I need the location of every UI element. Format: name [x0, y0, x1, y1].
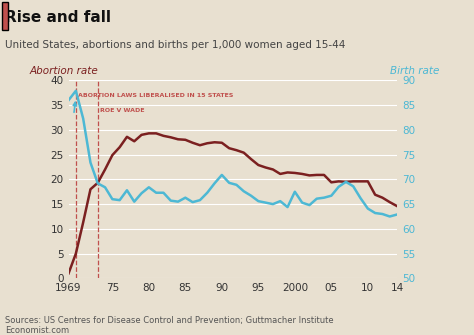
Text: Birth rate: Birth rate — [391, 66, 440, 76]
Text: Economist.com: Economist.com — [5, 326, 69, 335]
Text: Abortion rate: Abortion rate — [29, 66, 98, 76]
Text: Sources: US Centres for Disease Control and Prevention; Guttmacher Institute: Sources: US Centres for Disease Control … — [5, 316, 333, 325]
Text: United States, abortions and births per 1,000 women aged 15-44: United States, abortions and births per … — [5, 40, 345, 50]
Text: ROE V WADE: ROE V WADE — [100, 108, 145, 113]
Text: Rise and fall: Rise and fall — [5, 10, 111, 25]
Text: ABORTION LAWS LIBERALISED IN 15 STATES: ABORTION LAWS LIBERALISED IN 15 STATES — [78, 93, 233, 98]
